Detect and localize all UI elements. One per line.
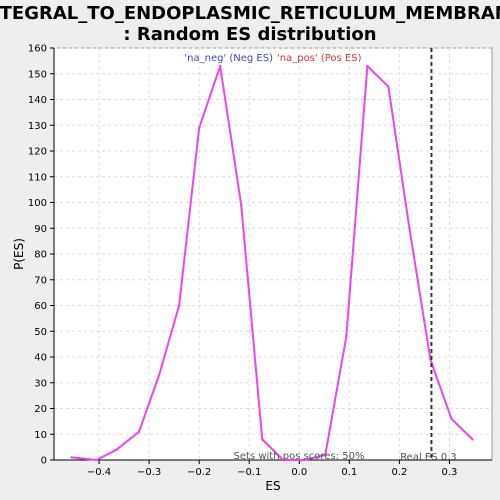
y-tick-label: 70 xyxy=(34,275,47,286)
data-point xyxy=(70,456,73,459)
x-tick-label: 0.1 xyxy=(341,467,357,478)
data-point xyxy=(157,373,161,377)
x-tick-label: −0.2 xyxy=(187,467,211,478)
data-point xyxy=(282,458,285,462)
x-tick-label: 0.0 xyxy=(291,467,307,478)
data-point xyxy=(387,85,390,88)
data-point xyxy=(115,448,118,451)
data-point xyxy=(95,458,98,462)
data-point xyxy=(408,227,411,230)
data-point xyxy=(324,453,327,457)
y-tick-label: 140 xyxy=(28,95,47,106)
data-point xyxy=(471,438,474,441)
y-tick-label: 160 xyxy=(28,44,47,55)
data-point xyxy=(240,203,243,207)
grid-lines xyxy=(54,47,492,460)
y-tick-label: 50 xyxy=(34,327,47,338)
y-tick-label: 40 xyxy=(34,353,47,364)
y-tick-label: 80 xyxy=(34,250,47,261)
x-tick-label: −0.4 xyxy=(87,467,111,478)
data-point xyxy=(303,458,306,462)
x-tick-label: 0.3 xyxy=(441,467,457,478)
real-es-label: Real ES 0.3 xyxy=(400,452,456,463)
y-tick-label: 150 xyxy=(28,69,47,80)
series-layer xyxy=(70,48,474,462)
data-point xyxy=(450,417,453,420)
y-tick-label: 10 xyxy=(34,430,47,441)
data-point xyxy=(177,304,181,307)
x-tick-label: −0.1 xyxy=(237,467,261,478)
y-tick-label: 90 xyxy=(34,224,47,235)
data-point xyxy=(345,335,348,338)
y-tick-label: 100 xyxy=(28,198,47,209)
y-tick-label: 110 xyxy=(28,172,47,183)
chart-title-line1: INTEGRAL_TO_ENDOPLASMIC_RETICULUM_MEMBRA… xyxy=(0,3,500,24)
y-tick-label: 20 xyxy=(34,404,47,415)
pos-score-annotation: Sets with pos scores: 50% xyxy=(234,451,365,462)
x-tick-label: 0.2 xyxy=(391,467,407,478)
x-axis-label: ES xyxy=(265,479,280,493)
chart-title-line2: : Random ES distribution xyxy=(123,24,376,45)
axes: 0 10 20 30 40 50 60 70 80 90 100 110 120 130 140 150 160… xyxy=(28,44,492,478)
y-tick-label: 120 xyxy=(28,147,47,158)
data-point xyxy=(137,430,141,433)
legend-entry-neg: 'na_neg' (Neg ES) xyxy=(184,53,273,64)
data-point xyxy=(261,438,264,441)
y-axis-label: P(ES) xyxy=(12,238,26,270)
series-line xyxy=(71,65,474,461)
legend-entry-pos: 'na_pos' (Pos ES) xyxy=(277,53,362,64)
y-tick-label: 30 xyxy=(34,378,47,389)
x-tick-label: −0.3 xyxy=(137,467,161,478)
data-point xyxy=(366,64,369,68)
y-tick-label: 0 xyxy=(41,456,47,467)
y-tick-label: 60 xyxy=(34,301,47,312)
data-point xyxy=(197,126,201,130)
data-point xyxy=(218,64,222,68)
y-tick-label: 130 xyxy=(28,121,47,132)
